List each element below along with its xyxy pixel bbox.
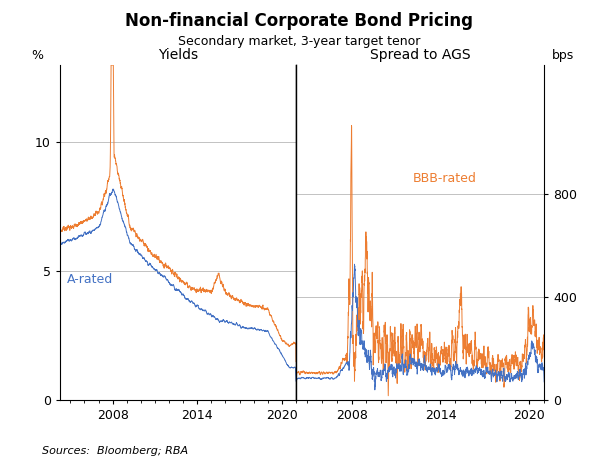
Text: bps: bps xyxy=(552,49,574,62)
Text: Yields: Yields xyxy=(158,48,198,62)
Text: Secondary market, 3-year target tenor: Secondary market, 3-year target tenor xyxy=(178,35,420,48)
Text: BBB-rated: BBB-rated xyxy=(413,172,477,185)
Text: Non-financial Corporate Bond Pricing: Non-financial Corporate Bond Pricing xyxy=(125,12,473,30)
Text: %: % xyxy=(32,49,44,62)
Text: Sources:  Bloomberg; RBA: Sources: Bloomberg; RBA xyxy=(42,445,188,456)
Text: A-rated: A-rated xyxy=(67,272,113,286)
Text: Spread to AGS: Spread to AGS xyxy=(370,48,471,62)
